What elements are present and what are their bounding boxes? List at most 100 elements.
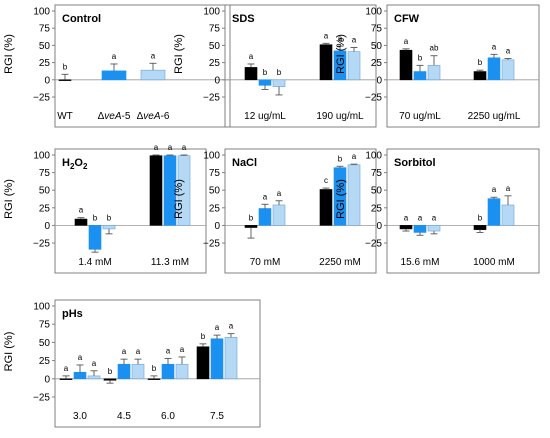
y-tick-label: 100	[33, 302, 50, 313]
significance-letter: a	[122, 347, 127, 356]
y-tick-label: 50	[39, 41, 51, 52]
bar	[347, 51, 361, 81]
significance-letter: a	[78, 353, 83, 362]
y-tick-label: 100	[33, 7, 50, 18]
y-axis-label: RGI (%)	[335, 179, 347, 219]
bar	[501, 59, 515, 81]
y-tick-label: 50	[39, 186, 51, 197]
y-tick-label: −25	[203, 93, 220, 104]
bar	[413, 71, 427, 81]
bar	[73, 371, 87, 380]
bar	[88, 225, 102, 250]
significance-letter: a	[492, 185, 497, 194]
significance-letter: a	[166, 346, 171, 355]
y-tick-label: 0	[44, 374, 50, 385]
panel-frame	[54, 4, 231, 128]
bar	[427, 225, 441, 232]
bar	[210, 338, 224, 380]
significance-letter: b	[277, 68, 282, 77]
y-tick-label: −25	[203, 239, 220, 250]
y-axis-label: RGI (%)	[3, 34, 15, 74]
bar	[87, 375, 101, 380]
panel-title: SDS	[232, 13, 255, 25]
significance-letter: b	[93, 213, 98, 222]
bar	[244, 67, 258, 81]
y-tick-label: 0	[376, 75, 382, 86]
significance-letter: b	[201, 332, 206, 341]
significance-letter: a	[404, 37, 409, 46]
significance-letter: a	[432, 213, 437, 222]
x-category-label: 190 ug/mL	[316, 111, 364, 122]
y-axis-label: RGI (%)	[173, 179, 185, 219]
x-category-label: 1000 mM	[473, 257, 515, 268]
significance-letter: a	[506, 46, 511, 55]
bar	[272, 204, 286, 226]
bar	[147, 378, 161, 380]
y-tick-label: −25	[365, 93, 382, 104]
significance-letter: a	[492, 42, 497, 51]
significance-letter: a	[352, 152, 357, 161]
y-tick-label: 25	[39, 203, 51, 214]
panel-title: Sorbitol	[394, 157, 436, 169]
y-tick-label: 0	[44, 75, 50, 86]
panel-frame	[54, 299, 261, 428]
significance-letter: a	[168, 143, 173, 152]
significance-letter: a	[182, 143, 187, 152]
bar	[413, 225, 427, 233]
bar	[399, 49, 413, 81]
y-tick-label: 50	[39, 338, 51, 349]
panel-title: H2O2	[62, 157, 88, 171]
y-tick-label: 50	[209, 186, 221, 197]
y-tick-label: 25	[209, 58, 221, 69]
panel-title: CFW	[394, 13, 420, 25]
significance-letter: a	[112, 52, 117, 61]
panel-frame	[224, 148, 377, 274]
x-category-label: 1.4 mM	[78, 257, 111, 268]
significance-letter: b	[249, 213, 254, 222]
significance-letter: b	[107, 213, 112, 222]
bar	[102, 225, 116, 230]
significance-letter: a	[79, 206, 84, 215]
x-category-label: 70 ug/mL	[399, 111, 441, 122]
panel-frame	[54, 148, 207, 274]
bar	[140, 69, 166, 81]
bar	[272, 79, 286, 87]
x-category-label: ΔveA-5	[98, 111, 131, 122]
panel-0: RGI (%) 100 75 50 25 0 −25 Control b WT a ΔveA-5 a Δv…	[3, 4, 231, 128]
significance-letter: a	[215, 323, 220, 332]
y-axis-label: RGI (%)	[3, 179, 15, 219]
significance-letter: a	[229, 322, 234, 331]
x-category-label: WT	[57, 111, 73, 122]
y-tick-label: 75	[371, 24, 383, 35]
x-category-label: 70 mM	[250, 257, 281, 268]
bar	[175, 363, 189, 380]
panel-frame	[224, 4, 377, 128]
significance-letter: a	[92, 359, 97, 368]
y-tick-label: 100	[203, 151, 220, 162]
panel-title: pHs	[62, 308, 83, 320]
significance-letter: c	[324, 176, 328, 185]
bar	[501, 204, 515, 226]
significance-letter: a	[404, 213, 409, 222]
bar	[427, 65, 441, 81]
y-tick-label: −25	[33, 239, 50, 250]
y-tick-label: 25	[371, 203, 383, 214]
bar	[149, 155, 163, 226]
significance-letter: a	[352, 35, 357, 44]
significance-letter: b	[263, 68, 268, 77]
significance-letter: a	[136, 347, 141, 356]
y-tick-label: 75	[209, 168, 221, 179]
y-tick-label: 75	[39, 24, 51, 35]
x-category-label: 4.5	[117, 411, 131, 422]
y-tick-label: 100	[365, 151, 382, 162]
significance-letter: a	[151, 51, 156, 60]
bar	[101, 70, 127, 81]
bar	[74, 218, 88, 226]
y-tick-label: −25	[33, 393, 50, 404]
bar	[258, 208, 272, 226]
